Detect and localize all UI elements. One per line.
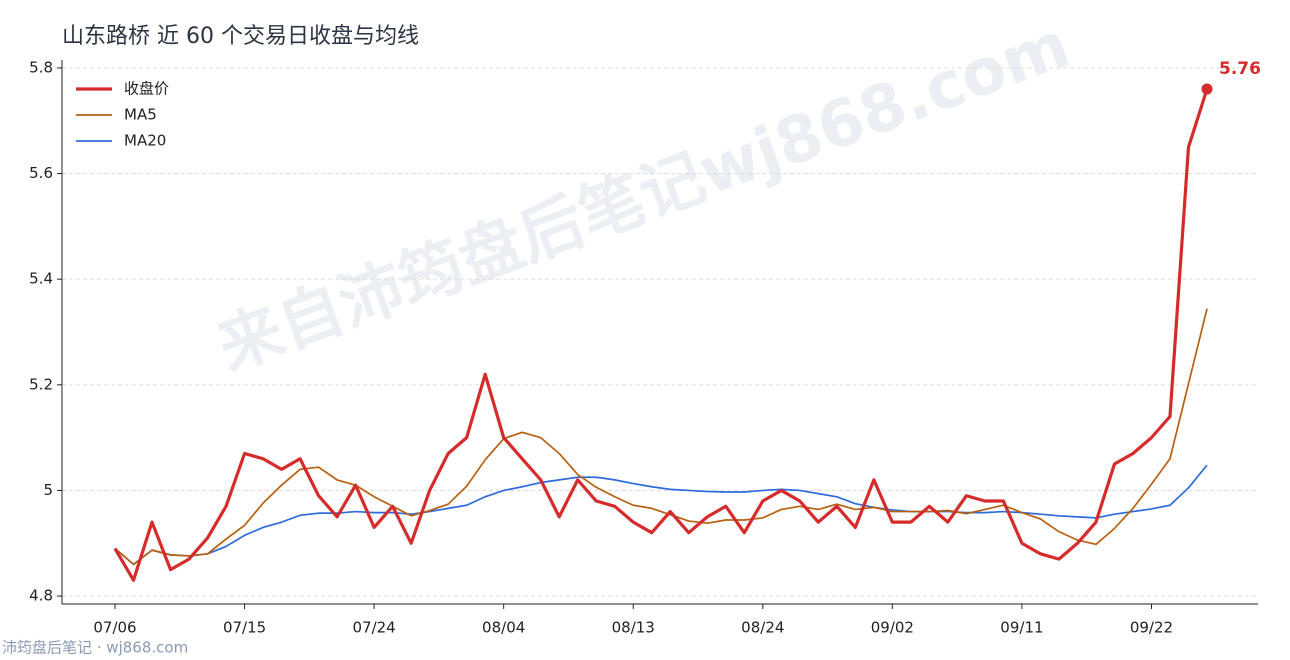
x-tick-label: 09/11: [1000, 619, 1043, 637]
legend-label: MA20: [124, 132, 166, 150]
x-tick-label: 08/04: [482, 619, 525, 637]
y-tick-label: 5: [43, 481, 53, 499]
chart-title: 山东路桥 近 60 个交易日收盘与均线: [62, 24, 419, 49]
x-tick-label: 08/24: [741, 619, 784, 637]
series-line: [114, 308, 1208, 566]
y-tick-label: 5.8: [29, 58, 53, 76]
watermark: 来自沛筠盘后笔记wj868.com: [209, 8, 1080, 385]
x-tick-label: 09/22: [1130, 619, 1173, 637]
x-tick-label: 08/13: [612, 619, 655, 637]
x-tick-label: 07/15: [223, 619, 266, 637]
series-line: [113, 88, 1209, 582]
legend-label: MA5: [124, 106, 157, 124]
x-tick-label: 09/02: [871, 619, 914, 637]
footer: 沛筠盘后笔记 · wj868.com: [2, 639, 188, 657]
last-value-label: 5.76: [1219, 59, 1261, 79]
last-point: [1201, 83, 1213, 95]
legend-label: 收盘价: [124, 80, 169, 98]
y-tick-label: 4.8: [29, 587, 53, 605]
series-line: [114, 464, 1208, 566]
x-tick-label: 07/24: [353, 619, 396, 637]
y-tick-label: 5.6: [29, 164, 53, 182]
y-tick-label: 5.4: [29, 270, 53, 288]
x-tick-label: 07/06: [93, 619, 136, 637]
y-tick-label: 5.2: [29, 375, 53, 393]
